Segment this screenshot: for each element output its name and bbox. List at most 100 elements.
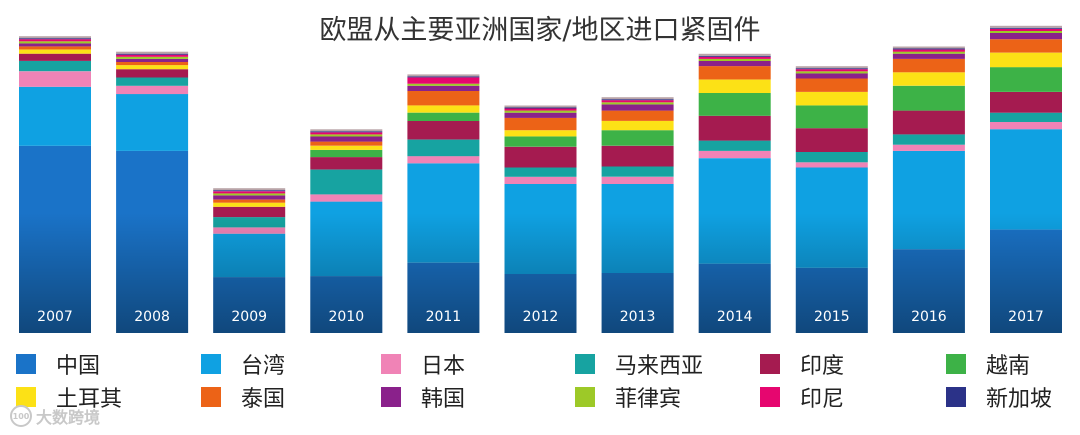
bar-segment-2014-韩国 [698,60,771,67]
legend-item-韩国: 韩国 [381,382,465,412]
bar-2008 [116,51,189,333]
bar-segment-2013-韩国 [601,104,674,111]
legend-label: 印度 [800,354,845,379]
bar-segment-2007-土耳其 [19,49,91,54]
bar-segment-2014-泰国 [698,66,771,80]
bar-top-cap-2008 [116,51,189,54]
bar-segment-2010-印度 [310,157,383,170]
legend-item-台湾: 台湾 [201,349,285,379]
bar-segment-2007-新加坡 [19,38,91,40]
bar-segment-2017-印尼 [990,28,1062,31]
bar-segment-2015-日本 [795,162,868,168]
bar-top-cap-2015 [795,66,868,69]
bar-2014 [698,53,771,333]
legend-item-越南: 越南 [946,349,1030,379]
year-label-2017: 2017 [1008,309,1044,325]
bar-shading-2007 [19,213,91,333]
bar-segment-2013-日本 [601,176,674,184]
bar-segment-2008-印度 [116,69,189,78]
bar-top-cap-2010 [310,129,383,132]
bar-segment-2010-韩国 [310,136,383,142]
bar-segment-2013-土耳其 [601,120,674,131]
bar-segment-2009-印尼 [213,191,286,194]
bar-segment-2008-韩国 [116,58,189,62]
chart-title: 欧盟从主要亚洲国家/地区进口紧固件 [319,15,761,46]
bar-segment-2015-泰国 [795,78,868,92]
legend-label: 新加坡 [986,387,1053,412]
bar-top-cap-2012 [504,105,577,108]
bar-segment-2016-马来西亚 [892,134,965,145]
bar-segment-2012-土耳其 [504,130,577,137]
bar-segment-2010-马来西亚 [310,169,383,195]
year-label-2008: 2008 [134,309,170,325]
bar-segment-2017-台湾 [990,129,1062,230]
legend-swatch [381,354,401,374]
bar-top-cap-2007 [19,36,91,39]
bar-segment-2012-菲律宾 [504,110,577,113]
bar-segment-2013-印度 [601,145,674,167]
bar-segment-2007-日本 [19,71,91,87]
bar-segment-2014-印度 [698,115,771,141]
bar-segment-2014-越南 [698,93,771,116]
year-label-2012: 2012 [523,309,559,325]
bar-segment-2011-新加坡 [407,76,480,78]
bar-segment-2009-泰国 [213,199,286,203]
bar-segment-2012-越南 [504,136,577,147]
bar-2013 [601,97,674,333]
bar-2010 [310,129,383,333]
legend-item-印度: 印度 [760,349,844,379]
bar-shading-2012 [504,213,577,333]
bar-segment-2011-越南 [407,112,480,121]
legend-swatch [381,387,401,407]
bar-segment-2017-马来西亚 [990,112,1062,122]
bar-segment-2016-土耳其 [892,72,965,86]
bar-segment-2007-菲律宾 [19,41,91,44]
legend-label: 泰国 [241,387,286,412]
bar-shading-2013 [601,213,674,333]
legend-swatch [201,354,221,374]
bar-segment-2010-菲律宾 [310,134,383,137]
bar-shading-2009 [213,213,286,333]
legend-item-菲律宾: 菲律宾 [575,382,681,412]
bar-segment-2009-韩国 [213,195,286,200]
bar-segment-2013-印尼 [601,100,674,103]
bar-segment-2014-土耳其 [698,79,771,93]
bar-segment-2012-韩国 [504,112,577,118]
bar-segment-2010-新加坡 [310,131,383,133]
bar-2016 [892,46,965,333]
bar-segment-2014-印尼 [698,56,771,59]
bar-2009 [213,188,286,333]
bar-segment-2017-越南 [990,67,1062,92]
year-label-2014: 2014 [717,309,753,325]
legend-label: 韩国 [421,387,466,412]
bar-segment-2008-土耳其 [116,65,189,70]
bar-segment-2014-日本 [698,150,771,159]
year-label-2009: 2009 [231,309,267,325]
bar-segment-2016-菲律宾 [892,51,965,54]
bar-top-cap-2009 [213,188,286,191]
bar-top-cap-2014 [698,53,771,56]
bar-top-cap-2011 [407,74,480,77]
bar-segment-2015-土耳其 [795,92,868,106]
bar-segment-2011-土耳其 [407,105,480,113]
bar-segment-2011-印尼 [407,77,480,84]
bar-segment-2016-新加坡 [892,48,965,50]
legend-label: 土耳其 [56,387,123,412]
bar-segment-2007-印度 [19,53,91,61]
legend-label: 菲律宾 [615,387,682,412]
bar-segment-2011-菲律宾 [407,83,480,86]
bar-segment-2012-印度 [504,146,577,168]
bar-segment-2017-日本 [990,122,1062,130]
legend-label: 台湾 [241,354,286,379]
bar-shading-2017 [990,213,1062,333]
bars-layer [19,25,1062,333]
legend-swatch [946,354,966,374]
bar-shading-2010 [310,213,383,333]
bar-segment-2015-韩国 [795,73,868,79]
legend-swatch [16,354,36,374]
bar-segment-2017-韩国 [990,33,1062,40]
bar-segment-2011-马来西亚 [407,139,480,157]
bar-segment-2008-马来西亚 [116,77,189,86]
bar-segment-2010-土耳其 [310,145,383,150]
